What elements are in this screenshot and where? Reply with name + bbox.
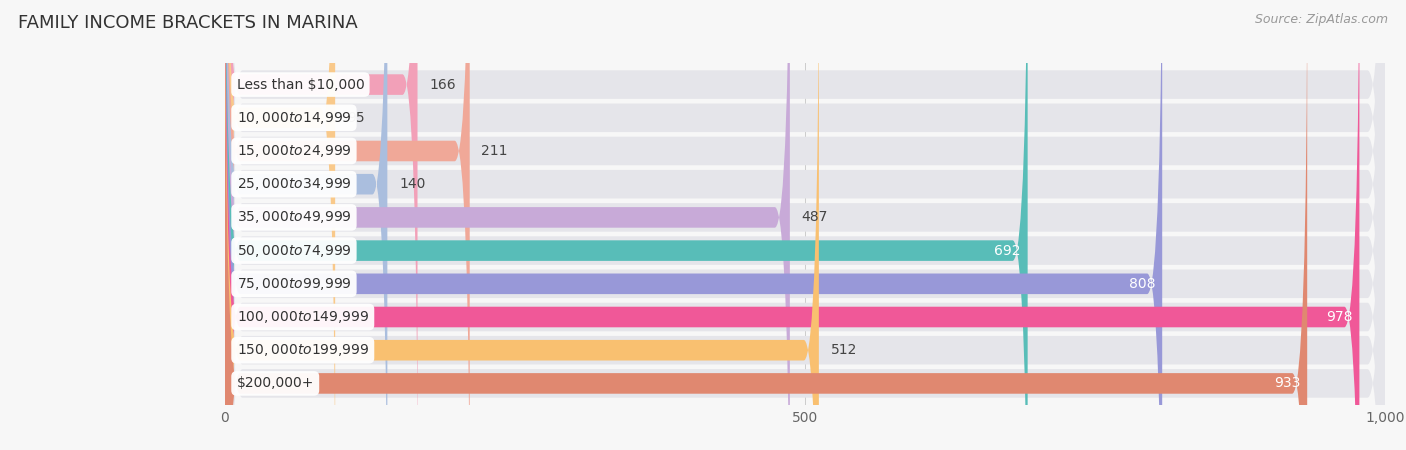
Text: FAMILY INCOME BRACKETS IN MARINA: FAMILY INCOME BRACKETS IN MARINA (18, 14, 359, 32)
Text: 487: 487 (801, 211, 828, 225)
Text: 166: 166 (429, 77, 456, 92)
Text: 978: 978 (1326, 310, 1353, 324)
Text: $100,000 to $149,999: $100,000 to $149,999 (236, 309, 368, 325)
Text: $10,000 to $14,999: $10,000 to $14,999 (236, 110, 352, 126)
Text: 211: 211 (481, 144, 508, 158)
Text: 808: 808 (1129, 277, 1156, 291)
FancyBboxPatch shape (225, 0, 470, 450)
Text: Source: ZipAtlas.com: Source: ZipAtlas.com (1254, 14, 1388, 27)
FancyBboxPatch shape (225, 0, 1385, 450)
FancyBboxPatch shape (225, 0, 1028, 450)
Text: Less than $10,000: Less than $10,000 (236, 77, 364, 92)
Text: 512: 512 (831, 343, 856, 357)
FancyBboxPatch shape (225, 0, 1163, 450)
FancyBboxPatch shape (225, 0, 388, 450)
FancyBboxPatch shape (225, 0, 1385, 450)
FancyBboxPatch shape (225, 0, 1385, 450)
Text: $75,000 to $99,999: $75,000 to $99,999 (236, 276, 352, 292)
Text: $35,000 to $49,999: $35,000 to $49,999 (236, 209, 352, 225)
FancyBboxPatch shape (225, 0, 790, 450)
FancyBboxPatch shape (225, 0, 818, 450)
Text: $25,000 to $34,999: $25,000 to $34,999 (236, 176, 352, 192)
FancyBboxPatch shape (225, 0, 1308, 450)
Text: 95: 95 (347, 111, 364, 125)
FancyBboxPatch shape (225, 0, 1385, 450)
Text: $50,000 to $74,999: $50,000 to $74,999 (236, 243, 352, 259)
FancyBboxPatch shape (225, 0, 1385, 450)
FancyBboxPatch shape (225, 0, 1385, 450)
FancyBboxPatch shape (225, 0, 418, 450)
FancyBboxPatch shape (225, 0, 335, 450)
Text: $15,000 to $24,999: $15,000 to $24,999 (236, 143, 352, 159)
FancyBboxPatch shape (225, 0, 1385, 450)
Text: $200,000+: $200,000+ (236, 376, 314, 391)
Text: 692: 692 (994, 243, 1021, 257)
FancyBboxPatch shape (225, 0, 1385, 450)
Text: 933: 933 (1274, 376, 1301, 391)
Text: $150,000 to $199,999: $150,000 to $199,999 (236, 342, 368, 358)
FancyBboxPatch shape (225, 0, 1385, 450)
FancyBboxPatch shape (225, 0, 1385, 450)
Text: 140: 140 (399, 177, 426, 191)
FancyBboxPatch shape (225, 0, 1360, 450)
